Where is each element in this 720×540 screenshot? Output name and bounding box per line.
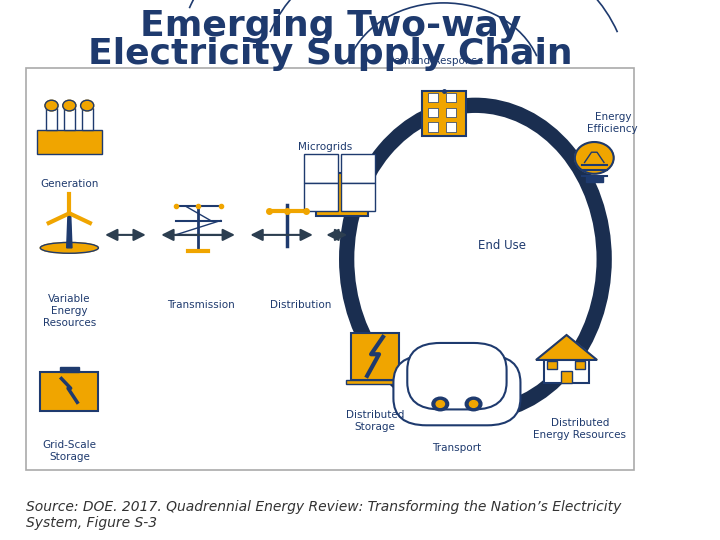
- Text: Electricity Supply Chain: Electricity Supply Chain: [88, 37, 572, 71]
- Circle shape: [436, 401, 444, 407]
- FancyBboxPatch shape: [304, 154, 338, 183]
- Circle shape: [432, 397, 449, 411]
- Ellipse shape: [40, 242, 99, 253]
- FancyBboxPatch shape: [446, 123, 456, 132]
- FancyBboxPatch shape: [544, 360, 589, 383]
- FancyBboxPatch shape: [428, 93, 438, 102]
- Text: Emerging Two-way: Emerging Two-way: [140, 9, 521, 43]
- Polygon shape: [67, 213, 72, 248]
- FancyBboxPatch shape: [315, 173, 369, 216]
- FancyBboxPatch shape: [446, 93, 456, 102]
- FancyBboxPatch shape: [393, 355, 521, 426]
- Polygon shape: [536, 335, 597, 360]
- FancyBboxPatch shape: [27, 68, 634, 470]
- FancyBboxPatch shape: [64, 108, 75, 130]
- Circle shape: [465, 397, 482, 411]
- FancyBboxPatch shape: [351, 333, 399, 380]
- FancyBboxPatch shape: [428, 123, 438, 132]
- FancyBboxPatch shape: [46, 108, 57, 130]
- FancyBboxPatch shape: [37, 130, 102, 154]
- FancyBboxPatch shape: [60, 367, 78, 372]
- Text: Microgrids: Microgrids: [298, 142, 352, 152]
- Text: Grid-Scale
Storage: Grid-Scale Storage: [42, 440, 96, 462]
- Text: End Use: End Use: [478, 239, 526, 252]
- FancyBboxPatch shape: [304, 183, 338, 211]
- FancyBboxPatch shape: [575, 361, 585, 369]
- Text: Energy
Efficiency: Energy Efficiency: [588, 112, 638, 134]
- FancyBboxPatch shape: [341, 183, 375, 211]
- Circle shape: [469, 401, 478, 407]
- Text: Transmission: Transmission: [168, 300, 235, 310]
- Text: Transport: Transport: [433, 443, 482, 453]
- Text: Generation: Generation: [40, 179, 99, 190]
- Text: Distributed
Energy Resources: Distributed Energy Resources: [534, 418, 626, 440]
- Text: Variable
Energy
Resources: Variable Energy Resources: [42, 294, 96, 327]
- FancyBboxPatch shape: [408, 343, 507, 409]
- Text: Distributed
Storage: Distributed Storage: [346, 410, 404, 432]
- FancyBboxPatch shape: [421, 91, 466, 136]
- FancyBboxPatch shape: [586, 176, 603, 181]
- FancyBboxPatch shape: [341, 154, 375, 183]
- FancyBboxPatch shape: [346, 380, 404, 384]
- Text: Source: DOE. 2017. Quadrennial Energy Review: Transforming the Nation’s Electric: Source: DOE. 2017. Quadrennial Energy Re…: [27, 500, 622, 530]
- Circle shape: [63, 100, 76, 111]
- FancyBboxPatch shape: [547, 361, 557, 369]
- Circle shape: [45, 100, 58, 111]
- Text: Distribution: Distribution: [270, 300, 331, 310]
- Circle shape: [81, 100, 94, 111]
- FancyBboxPatch shape: [428, 107, 438, 117]
- FancyBboxPatch shape: [82, 108, 92, 130]
- FancyBboxPatch shape: [40, 372, 99, 411]
- FancyBboxPatch shape: [446, 107, 456, 117]
- Circle shape: [575, 142, 613, 174]
- FancyBboxPatch shape: [561, 372, 572, 383]
- Text: Demand Response: Demand Response: [386, 56, 483, 66]
